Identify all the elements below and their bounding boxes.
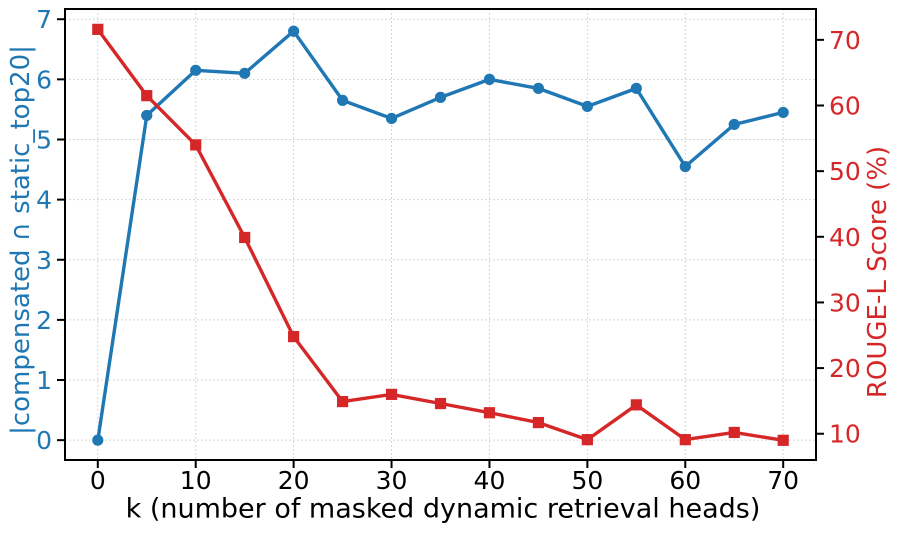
y-left-tick-label: 4 — [36, 186, 52, 215]
y-left-tick-label: 7 — [36, 5, 52, 34]
data-point-marker-compensated-static-top20-overlap — [728, 118, 740, 131]
data-point-marker-compensated-static-top20-overlap — [239, 67, 251, 79]
x-tick-label: 10 — [180, 466, 212, 495]
data-point-marker-rouge-l-score — [190, 139, 202, 151]
y-left-tick-label: 1 — [36, 366, 52, 395]
y-left-tick-label: 5 — [36, 125, 52, 154]
data-point-marker-rouge-l-score — [336, 395, 349, 408]
data-point-marker-compensated-static-top20-overlap — [630, 82, 642, 94]
data-point-marker-rouge-l-score — [777, 434, 789, 446]
data-point-marker-rouge-l-score — [581, 434, 593, 446]
data-point-marker-compensated-static-top20-overlap — [434, 91, 447, 103]
y-left-tick-label: 6 — [36, 65, 52, 94]
data-point-marker-compensated-static-top20-overlap — [336, 94, 349, 107]
y-right-tick-label: 60 — [829, 92, 861, 121]
data-point-marker-rouge-l-score — [728, 426, 740, 439]
x-tick-label: 40 — [474, 466, 506, 495]
data-point-marker-compensated-static-top20-overlap — [679, 160, 691, 173]
data-point-marker-rouge-l-score — [434, 397, 447, 410]
data-point-marker-rouge-l-score — [630, 399, 642, 411]
data-point-marker-compensated-static-top20-overlap — [141, 109, 153, 122]
y-right-tick-label: 50 — [829, 157, 861, 186]
x-axis-label: k (number of masked dynamic retrieval he… — [125, 493, 761, 525]
y-right-tick-label: 70 — [829, 26, 861, 55]
data-point-marker-compensated-static-top20-overlap — [581, 100, 593, 113]
data-point-marker-rouge-l-score — [483, 407, 496, 419]
x-tick-label: 60 — [669, 466, 701, 495]
data-point-marker-compensated-static-top20-overlap — [92, 434, 104, 446]
y-right-tick-label: 40 — [829, 223, 861, 252]
x-tick-label: 30 — [376, 466, 408, 495]
y-right-tick-label: 20 — [829, 354, 861, 383]
data-point-marker-rouge-l-score — [532, 416, 545, 429]
x-tick-label: 50 — [571, 466, 603, 495]
series-line-rouge-l-score — [96, 27, 785, 442]
y-left-tick-label: 2 — [36, 306, 52, 335]
data-point-marker-rouge-l-score — [679, 434, 691, 446]
x-tick-label: 20 — [278, 466, 310, 495]
data-point-marker-rouge-l-score — [385, 388, 398, 400]
x-tick-label: 0 — [90, 466, 106, 495]
data-point-marker-rouge-l-score — [92, 23, 104, 35]
y-axis-label-left: |compensated ∩ static_top20| — [6, 45, 36, 435]
data-point-marker-rouge-l-score — [141, 90, 153, 102]
data-point-marker-rouge-l-score — [288, 330, 300, 343]
y-right-tick-label: 10 — [829, 420, 861, 449]
y-right-tick-label: 30 — [829, 288, 861, 317]
data-point-marker-rouge-l-score — [239, 231, 251, 244]
x-tick-label: 70 — [767, 466, 799, 495]
data-point-marker-compensated-static-top20-overlap — [483, 73, 496, 85]
data-point-marker-compensated-static-top20-overlap — [532, 82, 545, 94]
data-point-marker-compensated-static-top20-overlap — [777, 106, 789, 119]
data-point-marker-compensated-static-top20-overlap — [385, 112, 398, 125]
data-point-marker-compensated-static-top20-overlap — [288, 25, 300, 37]
y-axis-label-right: ROUGE-L Score (%) — [863, 145, 893, 399]
y-left-tick-label: 0 — [36, 426, 52, 455]
plot-border — [64, 8, 817, 461]
y-left-tick-label: 3 — [36, 246, 52, 275]
data-point-marker-compensated-static-top20-overlap — [190, 64, 202, 76]
